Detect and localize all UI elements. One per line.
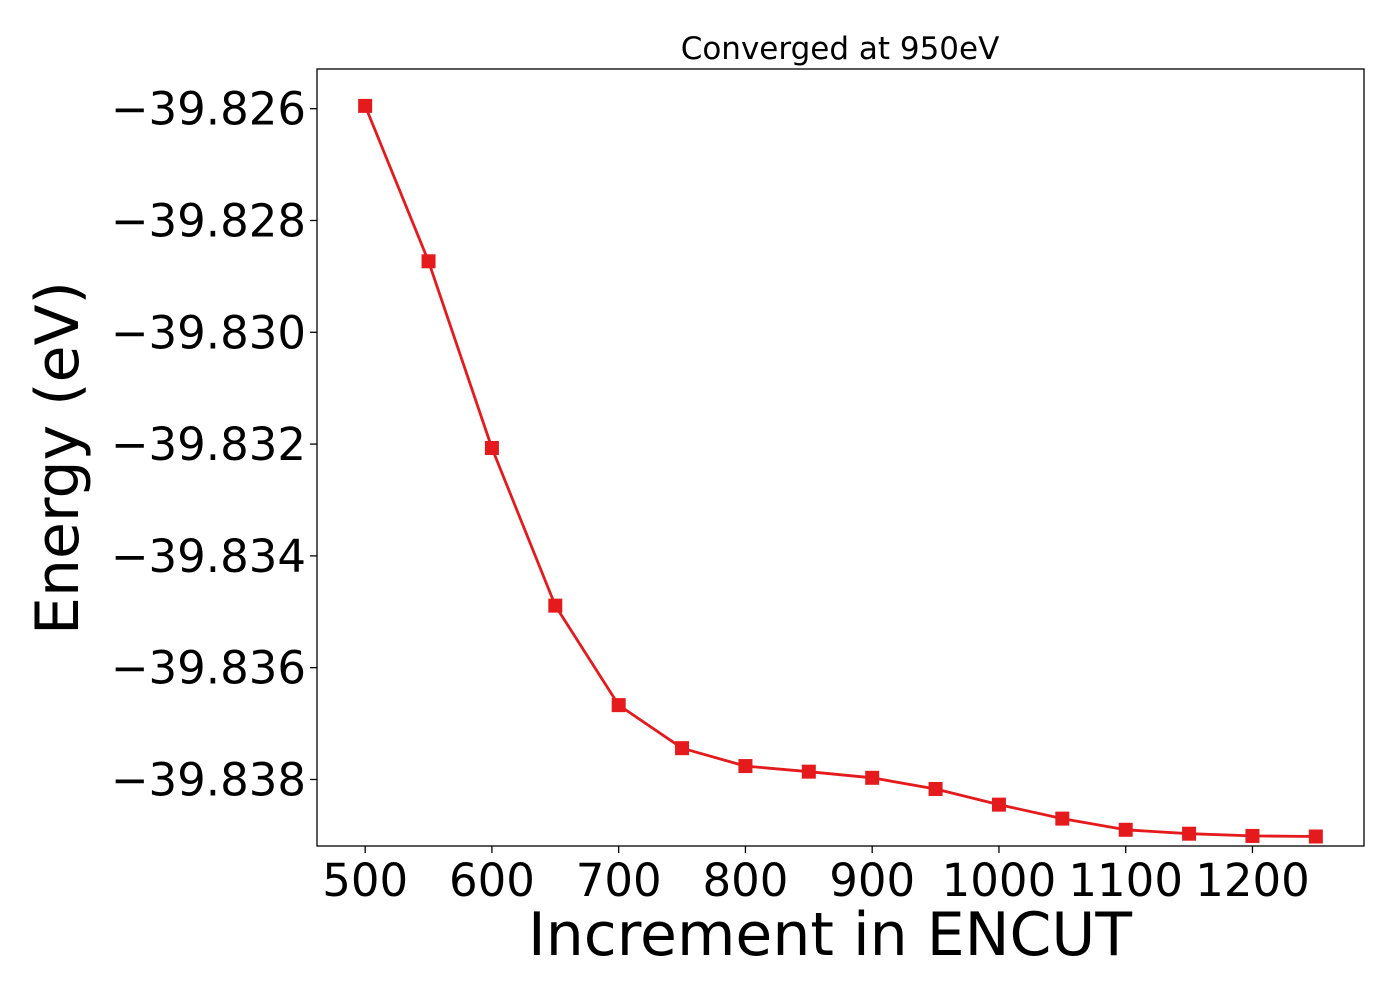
x-tick-label: 1000 [942, 854, 1057, 907]
x-axis: 500 600 700 800 900 1000 1100 1200 [322, 846, 1310, 907]
y-tick-label: −39.830 [111, 306, 306, 359]
data-point [1055, 811, 1070, 826]
data-point [484, 440, 499, 455]
data-point [801, 764, 816, 779]
plot-area-frame [316, 68, 1365, 847]
data-point [548, 598, 563, 613]
x-tick-label: 500 [322, 854, 408, 907]
y-axis: −39.826 −39.828 −39.830 −39.832 −39.834 −39.8… [111, 83, 317, 806]
y-tick-label: −39.838 [111, 753, 306, 806]
data-point [1118, 822, 1133, 837]
data-point [1245, 828, 1260, 843]
data-point [738, 759, 753, 774]
x-tick-label: 1100 [1068, 854, 1183, 907]
data-point [1308, 829, 1323, 844]
data-point [1182, 826, 1197, 841]
series-layer [358, 98, 1323, 844]
y-axis-label: Energy (eV) [23, 281, 93, 635]
x-tick-label: 900 [829, 854, 915, 907]
data-point [358, 98, 373, 113]
x-tick-label: 1200 [1195, 854, 1310, 907]
y-tick-label: −39.832 [111, 418, 306, 471]
data-point [865, 770, 880, 785]
chart-title: Converged at 950eV [681, 31, 1000, 67]
x-tick-label: 600 [449, 854, 535, 907]
x-tick-label: 800 [702, 854, 788, 907]
y-tick-label: −39.826 [111, 83, 306, 136]
y-tick-label: −39.828 [111, 194, 306, 247]
series-line [363, 105, 1316, 838]
data-point [421, 254, 436, 269]
data-point [928, 781, 943, 796]
x-tick-label: 700 [576, 854, 662, 907]
x-axis-label: Increment in ENCUT [528, 900, 1132, 970]
data-point [991, 797, 1006, 812]
data-point [611, 698, 626, 713]
data-point [675, 741, 690, 756]
y-tick-label: −39.836 [111, 642, 306, 695]
y-tick-label: −39.834 [111, 530, 306, 583]
